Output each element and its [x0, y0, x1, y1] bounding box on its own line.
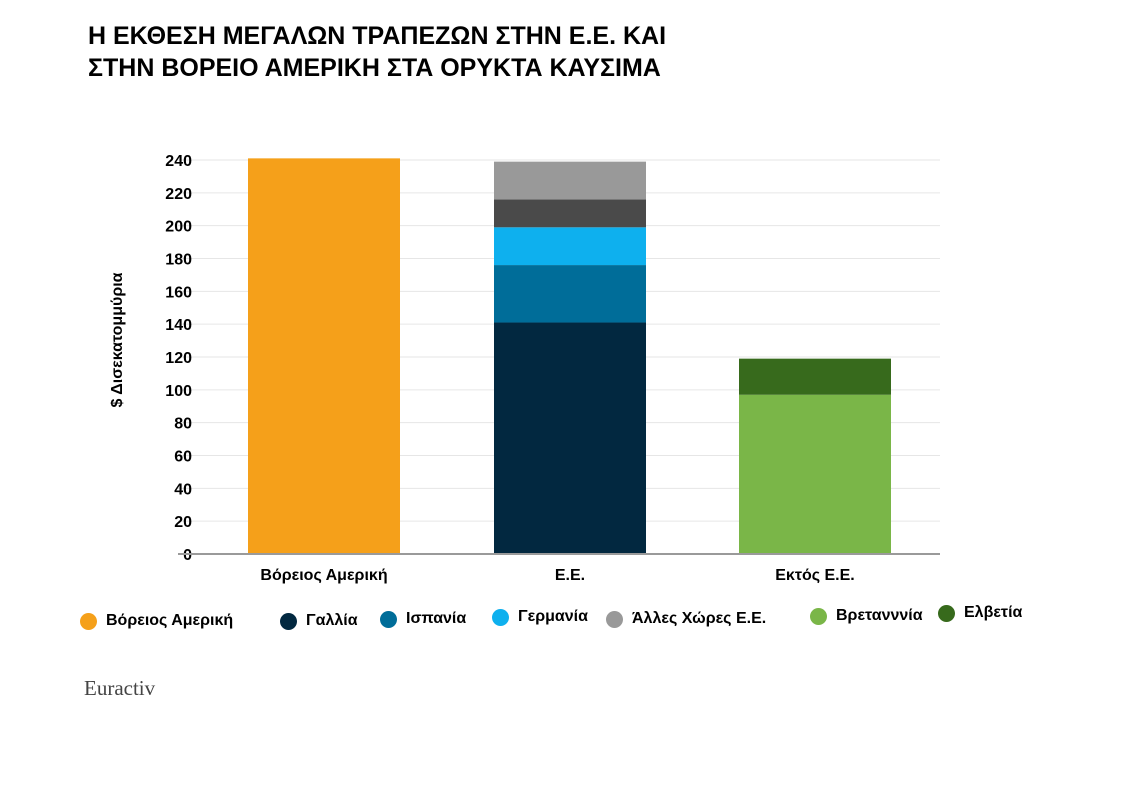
bar-segment: [739, 394, 891, 554]
legend-item: Βόρειος Αμερική: [80, 612, 233, 630]
bar-segment: [494, 161, 646, 200]
y-tick-label: 120: [165, 350, 192, 367]
y-tick-label: 140: [165, 317, 192, 334]
y-tick-label: 100: [165, 383, 192, 400]
y-axis-ticks: 0 20 40 60 80 100 120 140 160 180 200 220 240: [165, 153, 192, 564]
legend-label: Άλλες Χώρες Ε.Ε.: [632, 610, 767, 627]
x-axis-categories: Βόρειος Αμερική Ε.Ε. Εκτός Ε.Ε.: [260, 567, 854, 584]
legend-item: Ελβετία: [938, 604, 1022, 622]
x-category-label: Ε.Ε.: [555, 567, 585, 584]
legend-item: Γαλλία: [280, 612, 358, 630]
legend-item: Άλλες Χώρες Ε.Ε.: [606, 610, 766, 628]
legend-label: Βόρειος Αμερική: [106, 612, 234, 629]
bar-segment: [739, 358, 891, 395]
legend-swatch: [380, 610, 397, 628]
chart-title-line-2: ΣΤΗΝ ΒΟΡΕΙΟ ΑΜΕΡΙΚΗ ΣΤΑ ΟΡΥΚΤΑ ΚΑΥΣΙΜΑ: [88, 54, 661, 82]
legend-label: Ελβετία: [964, 604, 1023, 621]
y-tick-label: 40: [174, 481, 192, 498]
source-credit: Euractiv: [84, 676, 156, 700]
bar-segment: [494, 265, 646, 323]
x-category-label: Εκτός Ε.Ε.: [775, 567, 855, 584]
legend-item: Γερμανία: [492, 608, 588, 626]
bar-segment: [494, 322, 646, 554]
y-axis-title: $ Δισεκατομμύρια: [109, 272, 126, 407]
y-tick-label: 80: [174, 416, 192, 433]
legend-swatch: [606, 610, 623, 628]
legend-swatch: [80, 612, 97, 630]
y-tick-label: 0: [183, 547, 192, 564]
y-tick-label: 180: [165, 252, 192, 269]
y-tick-label: 220: [165, 186, 192, 203]
legend: Βόρειος Αμερική Γαλλία Ισπανία Γερμανία Άλλε…: [80, 604, 1080, 644]
legend-label: Βρετανννία: [836, 607, 923, 624]
legend-label: Γαλλία: [306, 612, 358, 629]
legend-swatch: [810, 607, 827, 625]
y-tick-label: 160: [165, 284, 192, 301]
legend-label: Γερμανία: [518, 608, 588, 625]
bar-segment: [494, 199, 646, 228]
y-tick-label: 200: [165, 219, 192, 236]
legend-item: Ισπανία: [380, 610, 466, 628]
chart-title: Η ΕΚΘΕΣΗ ΜΕΓΑΛΩΝ ΤΡΑΠΕΖΩΝ ΣΤΗΝ Ε.Ε. ΚΑΙ …: [88, 20, 848, 84]
bar-chart: 0 20 40 60 80 100 120 140 160 180 200 220 240 Βόρειο…: [109, 153, 940, 584]
y-tick-label: 240: [165, 153, 192, 170]
chart-title-line-1: Η ΕΚΘΕΣΗ ΜΕΓΑΛΩΝ ΤΡΑΠΕΖΩΝ ΣΤΗΝ Ε.Ε. ΚΑΙ: [88, 22, 667, 50]
y-tick-label: 20: [174, 514, 192, 531]
legend-item: Βρετανννία: [810, 607, 923, 625]
bar-segment: [248, 158, 400, 554]
legend-label: Ισπανία: [406, 610, 467, 627]
legend-swatch: [492, 608, 509, 626]
y-tick-label: 60: [174, 449, 192, 466]
bar-segment: [494, 227, 646, 266]
legend-swatch: [280, 612, 297, 630]
bars: [248, 158, 891, 554]
x-category-label: Βόρειος Αμερική: [260, 567, 387, 584]
legend-swatch: [938, 604, 955, 622]
